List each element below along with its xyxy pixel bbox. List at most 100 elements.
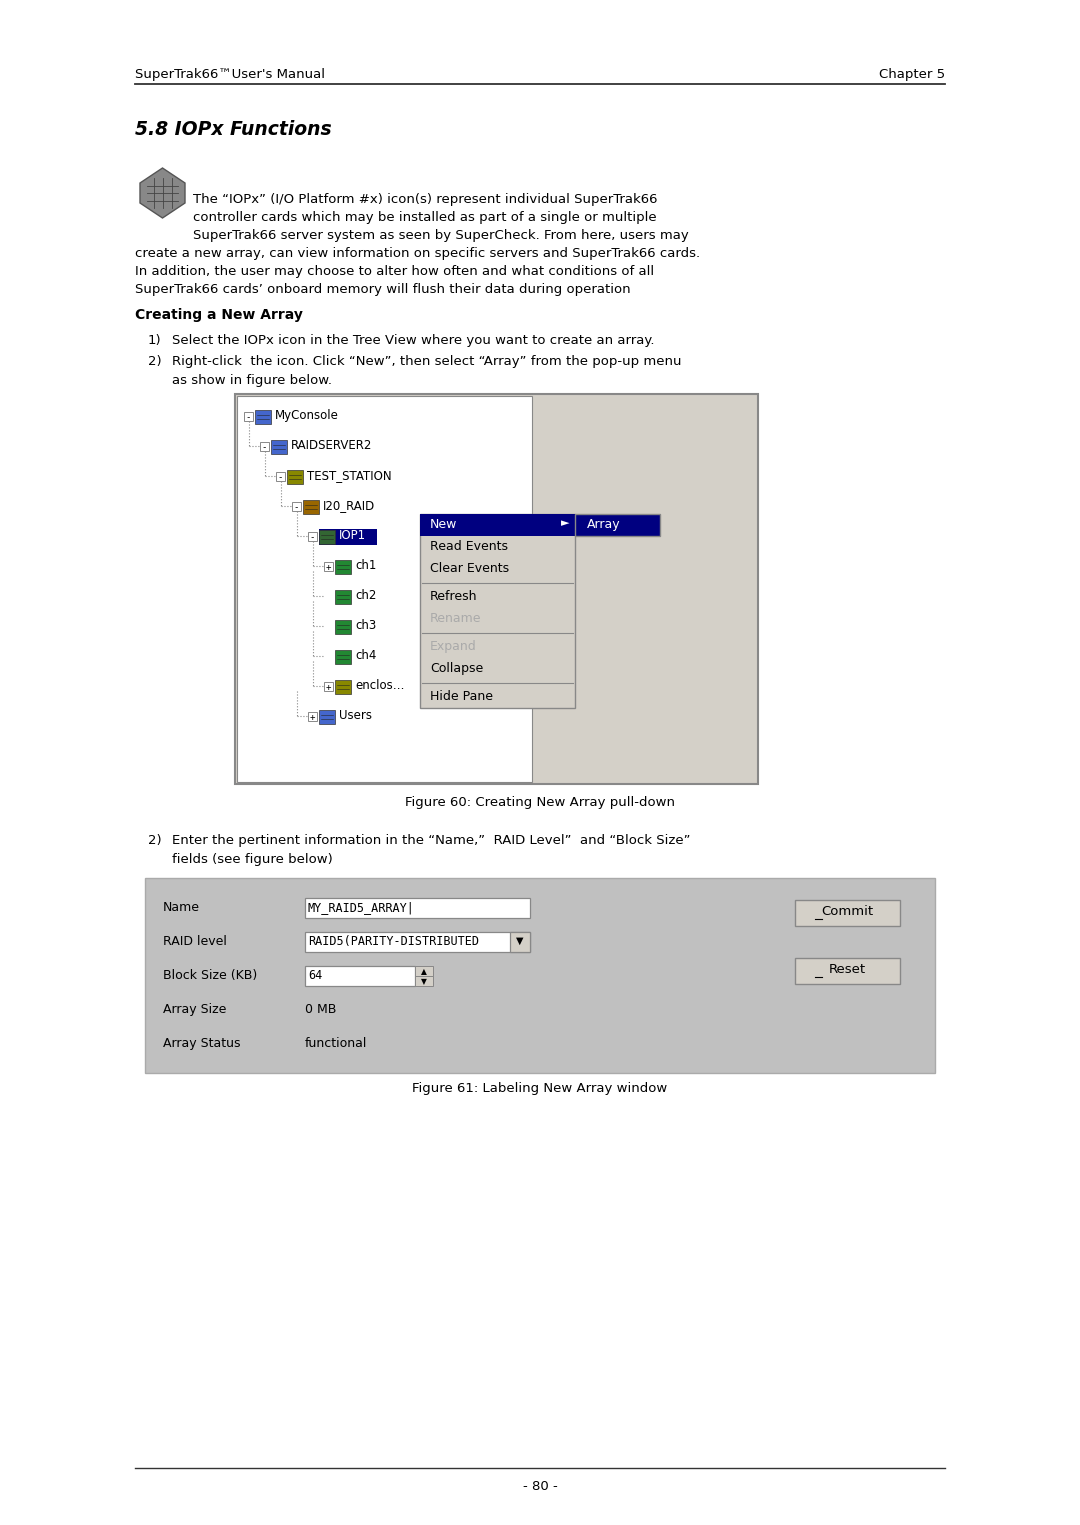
Text: Hide Pane: Hide Pane xyxy=(430,689,492,703)
Polygon shape xyxy=(140,168,185,218)
Text: -: - xyxy=(261,442,267,451)
Text: ch3: ch3 xyxy=(355,619,376,631)
Text: RAID level: RAID level xyxy=(163,935,227,949)
Text: 2): 2) xyxy=(148,834,162,846)
Bar xyxy=(305,965,415,987)
Text: Reset: Reset xyxy=(828,962,865,976)
Bar xyxy=(244,412,253,421)
Bar xyxy=(260,442,269,451)
Text: Array Status: Array Status xyxy=(163,1037,241,1051)
Text: Right-click  the icon. Click “New”, then select “Array” from the pop-up menu: Right-click the icon. Click “New”, then … xyxy=(172,355,681,368)
Text: ▲: ▲ xyxy=(421,967,427,976)
Text: Commit: Commit xyxy=(821,904,873,918)
Bar xyxy=(319,529,377,544)
Text: MyConsole: MyConsole xyxy=(275,409,339,422)
Text: Array: Array xyxy=(588,518,621,531)
Text: In addition, the user may choose to alter how often and what conditions of all: In addition, the user may choose to alte… xyxy=(135,265,654,278)
Bar xyxy=(271,441,287,454)
Bar xyxy=(305,932,530,952)
Bar xyxy=(335,560,351,573)
Text: create a new array, can view information on specific servers and SuperTrak66 car: create a new array, can view information… xyxy=(135,247,700,259)
Bar xyxy=(324,563,333,570)
Text: I20_RAID: I20_RAID xyxy=(323,499,375,512)
Text: controller cards which may be installed as part of a single or multiple: controller cards which may be installed … xyxy=(193,210,657,224)
Text: 64: 64 xyxy=(308,968,322,982)
Bar xyxy=(335,590,351,604)
Text: 1): 1) xyxy=(148,334,162,348)
Text: - 80 -: - 80 - xyxy=(523,1479,557,1493)
Text: Enter the pertinent information in the “Name,”  RAID Level”  and “Block Size”: Enter the pertinent information in the “… xyxy=(172,834,690,846)
Text: 5.8 IOPx Functions: 5.8 IOPx Functions xyxy=(135,120,332,139)
Text: ►: ► xyxy=(561,518,569,528)
Bar xyxy=(335,650,351,663)
Text: SuperTrak66™User's Manual: SuperTrak66™User's Manual xyxy=(135,69,325,81)
Text: -: - xyxy=(278,473,283,482)
Text: New: New xyxy=(430,518,457,531)
Text: IOP1: IOP1 xyxy=(339,529,366,541)
Text: Figure 60: Creating New Array pull-down: Figure 60: Creating New Array pull-down xyxy=(405,796,675,808)
Text: RAIDSERVER2: RAIDSERVER2 xyxy=(291,439,373,451)
Bar xyxy=(319,711,335,724)
Text: 2): 2) xyxy=(148,355,162,368)
Text: Block Size (KB): Block Size (KB) xyxy=(163,968,257,982)
Bar xyxy=(415,976,433,987)
Text: -: - xyxy=(246,413,252,422)
Text: Name: Name xyxy=(163,901,200,913)
Text: ch1: ch1 xyxy=(355,560,376,572)
Bar xyxy=(335,621,351,634)
Bar xyxy=(305,898,530,918)
Bar xyxy=(235,393,758,784)
Text: 0 MB: 0 MB xyxy=(305,1003,336,1016)
Text: The “IOPx” (I/O Platform #x) icon(s) represent individual SuperTrak66: The “IOPx” (I/O Platform #x) icon(s) rep… xyxy=(193,194,658,206)
Bar xyxy=(510,932,530,952)
Bar xyxy=(292,502,301,511)
Bar xyxy=(324,682,333,691)
Text: Chapter 5: Chapter 5 xyxy=(879,69,945,81)
Text: ch2: ch2 xyxy=(355,589,376,602)
Text: +: + xyxy=(326,683,332,692)
Bar xyxy=(276,473,285,480)
Text: ch4: ch4 xyxy=(355,650,376,662)
Text: ▼: ▼ xyxy=(516,936,524,946)
Bar xyxy=(795,900,900,926)
Text: -: - xyxy=(294,503,299,512)
Text: Rename: Rename xyxy=(430,612,482,625)
Text: Expand: Expand xyxy=(430,640,476,653)
Text: SuperTrak66 server system as seen by SuperCheck. From here, users may: SuperTrak66 server system as seen by Sup… xyxy=(193,229,689,242)
Text: Clear Events: Clear Events xyxy=(430,563,509,575)
Bar xyxy=(308,712,318,721)
Text: Collapse: Collapse xyxy=(430,662,483,676)
Text: TEST_STATION: TEST_STATION xyxy=(307,470,392,482)
Bar xyxy=(795,958,900,984)
Text: Array Size: Array Size xyxy=(163,1003,227,1016)
Bar xyxy=(303,500,319,514)
Text: Refresh: Refresh xyxy=(430,590,477,602)
Bar xyxy=(335,680,351,694)
Bar xyxy=(145,878,935,1074)
Text: Creating a New Array: Creating a New Array xyxy=(135,308,302,322)
Bar xyxy=(575,514,660,535)
Text: RAID5(PARITY-DISTRIBUTED: RAID5(PARITY-DISTRIBUTED xyxy=(308,935,480,949)
Bar xyxy=(420,514,575,535)
Text: enclos…: enclos… xyxy=(355,679,405,692)
Text: +: + xyxy=(310,714,315,721)
Bar xyxy=(237,396,532,782)
Text: functional: functional xyxy=(305,1037,367,1051)
Text: Select the IOPx icon in the Tree View where you want to create an array.: Select the IOPx icon in the Tree View wh… xyxy=(172,334,654,348)
Text: as show in figure below.: as show in figure below. xyxy=(172,374,332,387)
Text: SuperTrak66 cards’ onboard memory will flush their data during operation: SuperTrak66 cards’ onboard memory will f… xyxy=(135,284,631,296)
Text: fields (see figure below): fields (see figure below) xyxy=(172,852,333,866)
Text: -: - xyxy=(310,534,315,541)
Bar xyxy=(420,514,575,708)
Text: MY_RAID5_ARRAY|: MY_RAID5_ARRAY| xyxy=(308,901,415,913)
Text: Figure 61: Labeling New Array window: Figure 61: Labeling New Array window xyxy=(413,1083,667,1095)
Bar xyxy=(255,410,271,424)
Bar xyxy=(287,470,303,483)
Bar xyxy=(308,532,318,541)
Bar xyxy=(415,965,433,976)
Text: Users: Users xyxy=(339,709,372,721)
Bar xyxy=(319,531,335,544)
Text: +: + xyxy=(326,563,332,572)
Text: ▼: ▼ xyxy=(421,978,427,987)
Text: Read Events: Read Events xyxy=(430,540,508,554)
